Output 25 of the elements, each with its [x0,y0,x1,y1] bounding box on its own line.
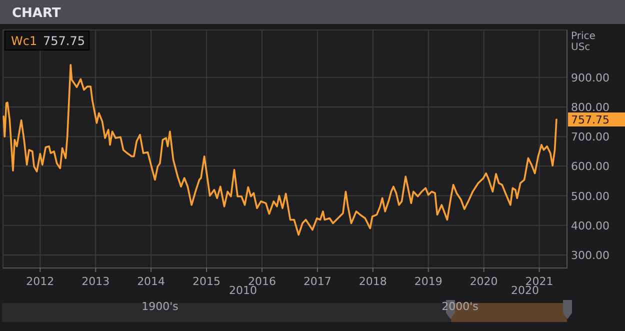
y-tick-label: 900.00 [571,71,610,84]
line-series [2,64,558,236]
x-tick-label: 2013 [82,275,110,288]
y-tick-label: 800.00 [571,100,610,114]
chart-title: CHART [12,6,61,21]
x-tick-label: 2020 [470,275,498,288]
x-tick-label: 2015 [192,275,221,288]
y-axis-title: Price USc [571,31,596,53]
text: 2000's [442,300,479,313]
y-tick-label: 400.00 [571,219,610,232]
text: 2010 [229,284,257,297]
y-tick-label: 500.00 [571,190,610,203]
x-tick-label: 2012 [26,275,54,288]
y-tick-label: 600.00 [571,160,610,174]
y-tick-label: 700.00 [571,130,610,144]
x-tick-label: 2019 [414,275,442,288]
text: Wc1 [11,34,38,48]
y-tick-label: 300.00 [571,248,610,262]
text: 757.75 [571,113,610,126]
annotation: 757.75 [43,34,85,48]
x-tick-label: 2017 [303,275,332,288]
x-tick-label: 2018 [358,275,387,288]
text: 2020 [511,284,539,297]
x-tick-label: 2014 [137,275,166,288]
text: 1900's [142,300,179,313]
